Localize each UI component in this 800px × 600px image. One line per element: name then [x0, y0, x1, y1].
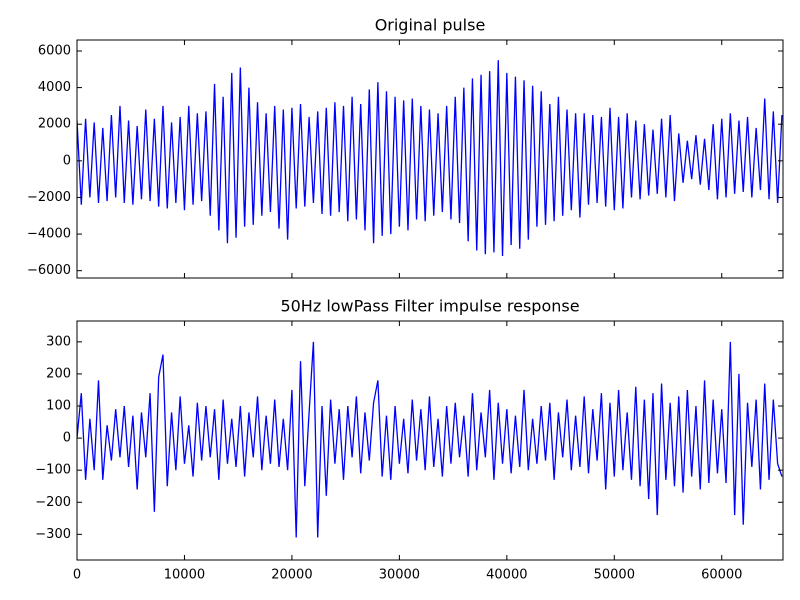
- chart-title: 50Hz lowPass Filter impulse response: [280, 297, 579, 316]
- y-tick-label: 0: [63, 431, 71, 446]
- y-tick-label: 4000: [38, 80, 71, 95]
- data-line: [77, 341, 783, 538]
- y-tick-label: 100: [46, 399, 71, 414]
- axes-frame: [76, 320, 784, 561]
- x-tick-label: 10000: [164, 568, 205, 583]
- data-line: [77, 60, 783, 257]
- x-tick-label: 30000: [379, 568, 420, 583]
- y-tick-label: −2000: [27, 190, 71, 205]
- y-tick-label: −6000: [27, 263, 71, 278]
- x-tick-label: 40000: [486, 568, 527, 583]
- y-tick-label: −200: [35, 495, 71, 510]
- x-tick-label: 50000: [594, 568, 635, 583]
- y-tick-label: 6000: [38, 43, 71, 58]
- axes-frame: [76, 39, 784, 279]
- x-tick-label: 60000: [701, 568, 742, 583]
- x-tick-label: 20000: [271, 568, 312, 583]
- chart-title: Original pulse: [375, 16, 486, 35]
- y-tick-label: 2000: [38, 117, 71, 132]
- x-tick-label: 0: [73, 568, 81, 583]
- y-tick-label: 300: [46, 334, 71, 349]
- y-tick-label: −4000: [27, 227, 71, 242]
- y-tick-label: 0: [63, 153, 71, 168]
- y-tick-label: 200: [46, 366, 71, 381]
- y-tick-label: −300: [35, 527, 71, 542]
- y-tick-label: −100: [35, 463, 71, 478]
